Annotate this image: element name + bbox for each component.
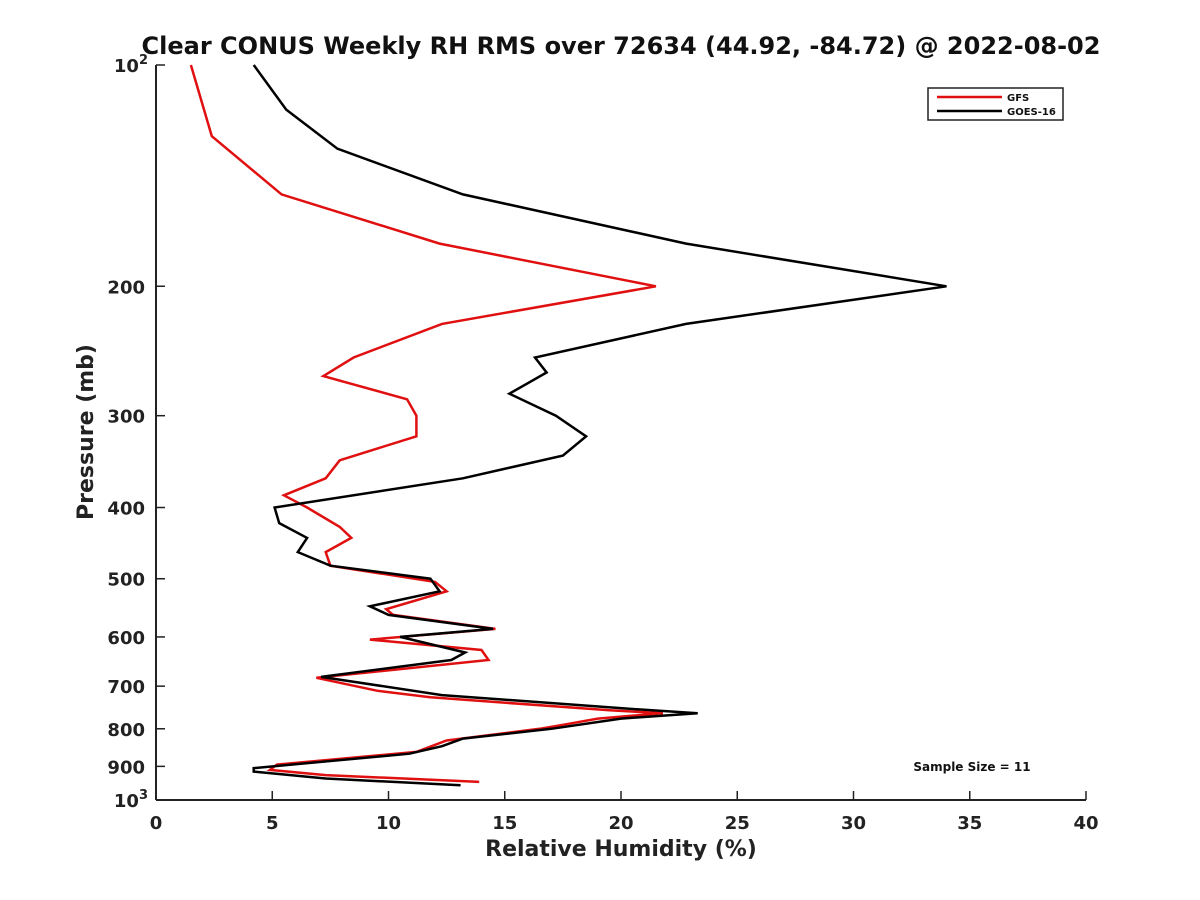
y-tick-label: 103 — [114, 788, 148, 812]
legend: GFS GOES-16 — [927, 87, 1064, 121]
y-tick-label: 300 — [107, 407, 145, 428]
x-tick-label: 25 — [725, 813, 750, 834]
y-tick-label: 600 — [107, 628, 145, 649]
legend-label-goes-16: GOES-16 — [1007, 107, 1056, 118]
x-tick-label: 35 — [957, 813, 982, 834]
x-tick-label: 15 — [492, 813, 517, 834]
y-axis-ticks: 102 200 300 400 500 600 700 800 900 103 — [107, 53, 165, 812]
chart-title: Clear CONUS Weekly RH RMS over 72634 (44… — [142, 32, 1101, 60]
y-tick-label: 900 — [107, 757, 145, 778]
series-group — [189, 64, 947, 787]
y-tick-label: 102 — [114, 53, 148, 77]
y-tick-label: 200 — [107, 277, 145, 298]
x-axis-ticks: 0 5 10 15 20 25 30 35 40 — [150, 791, 1099, 834]
y-tick-label: 800 — [107, 720, 145, 741]
x-tick-label: 5 — [266, 813, 279, 834]
x-tick-label: 0 — [150, 813, 163, 834]
x-axis-label: Relative Humidity (%) — [485, 837, 757, 862]
plot-frame — [156, 65, 1086, 800]
x-tick-label: 20 — [608, 813, 633, 834]
series-line-goes-16 — [252, 64, 947, 787]
legend-box — [927, 87, 1064, 121]
y-tick-label: 500 — [107, 570, 145, 591]
y-tick-label: 400 — [107, 499, 145, 520]
series-line-gfs — [189, 64, 664, 784]
x-tick-label: 10 — [376, 813, 401, 834]
y-tick-label: 700 — [107, 677, 145, 698]
plot-area: 0 5 10 15 20 25 30 35 40 102 200 300 400 500 600 700 80… — [107, 53, 1098, 834]
y-axis-label: Pressure (mb) — [74, 344, 99, 520]
x-tick-label: 30 — [841, 813, 866, 834]
legend-label-gfs: GFS — [1007, 93, 1029, 104]
x-tick-label: 40 — [1073, 813, 1098, 834]
sample-size-annotation: Sample Size = 11 — [913, 760, 1030, 774]
